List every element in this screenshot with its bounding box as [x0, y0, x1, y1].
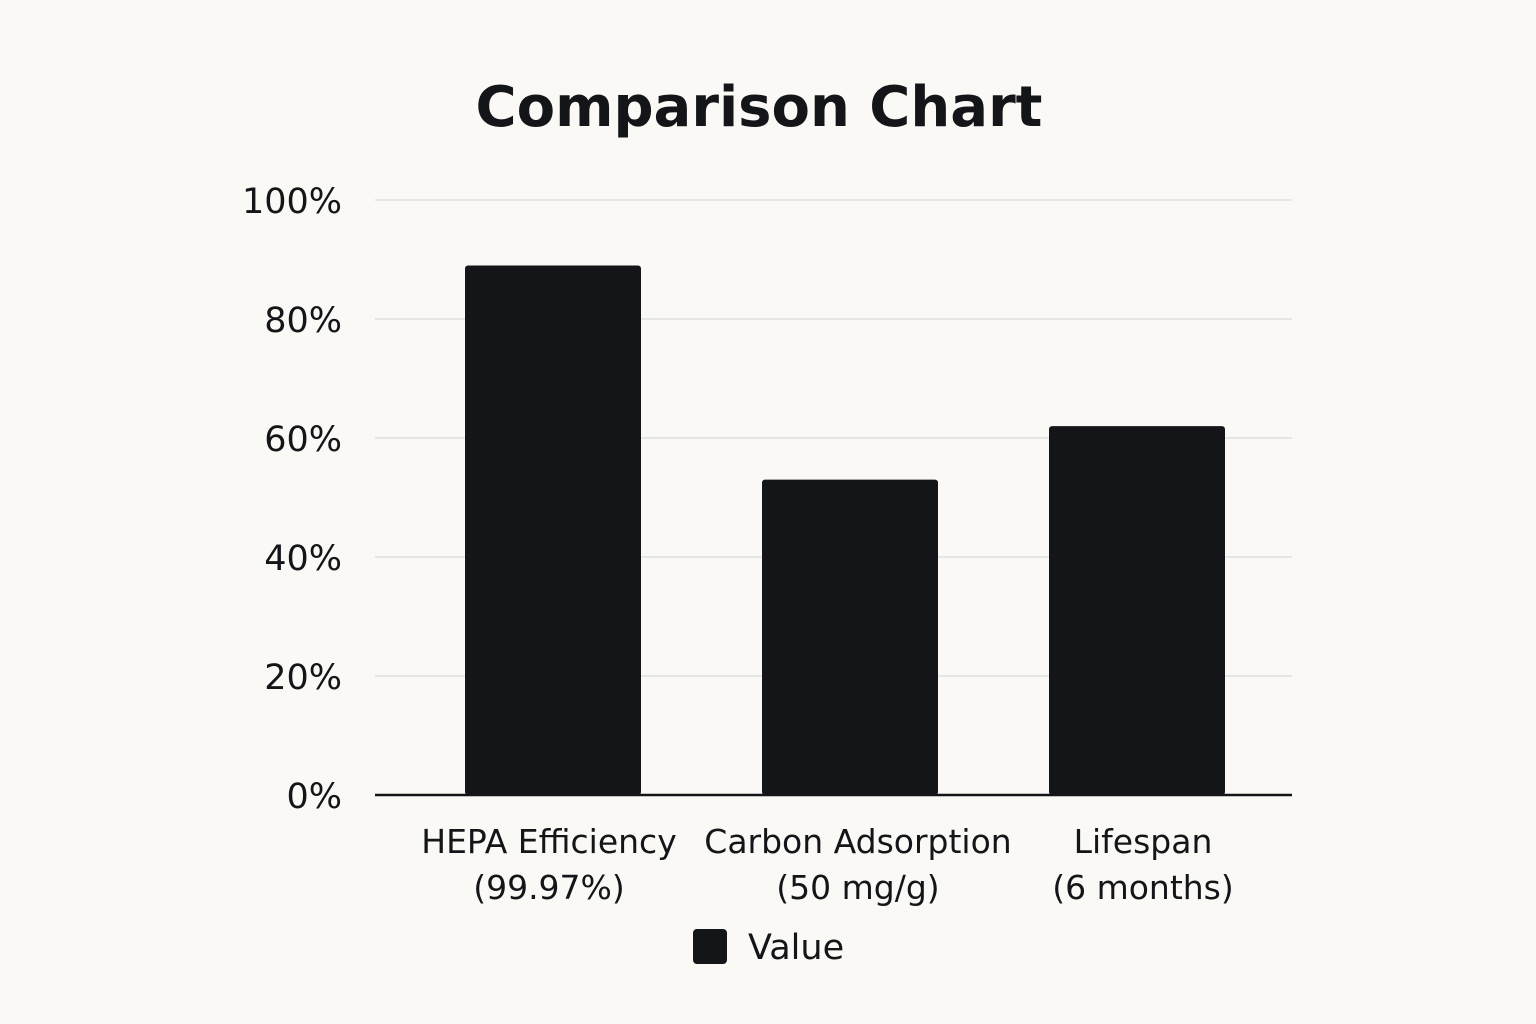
bar: [762, 479, 938, 795]
y-tick-label: 0%: [286, 777, 342, 817]
x-category-label: Lifespan: [1074, 822, 1213, 861]
x-category-label: HEPA Efficiency: [421, 822, 676, 861]
y-tick-label: 60%: [264, 420, 342, 460]
bar: [1049, 426, 1225, 795]
legend: Value: [693, 928, 844, 968]
x-category-label: (99.97%): [473, 868, 625, 907]
x-category-label: (50 mg/g): [776, 868, 939, 907]
legend-swatch: [693, 929, 727, 964]
x-category-label: Carbon Adsorption: [704, 822, 1011, 861]
bars: [465, 265, 1225, 795]
y-axis-ticks: 0% 20% 40% 60% 80% 100%: [242, 182, 342, 817]
legend-label: Value: [748, 928, 844, 968]
x-category-label: (6 months): [1052, 868, 1234, 907]
y-tick-label: 100%: [242, 182, 342, 222]
y-tick-label: 40%: [264, 539, 342, 579]
y-tick-label: 80%: [264, 301, 342, 341]
y-tick-label: 20%: [264, 658, 342, 698]
chart-title: Comparison Chart: [476, 75, 1043, 140]
bar: [465, 265, 641, 795]
x-axis-labels: HEPA Efficiency (99.97%) Carbon Adsorption…: [421, 822, 1234, 907]
